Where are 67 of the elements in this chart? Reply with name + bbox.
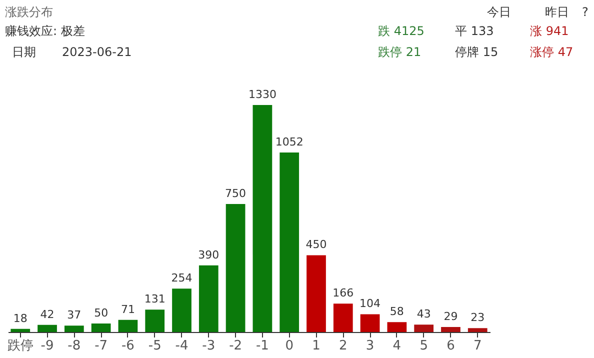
data-label: 29 bbox=[444, 310, 458, 324]
bar bbox=[441, 327, 460, 332]
bar bbox=[145, 310, 165, 332]
x-tick-label: 4 bbox=[392, 338, 402, 354]
text: 涨停 47 bbox=[530, 45, 574, 59]
text: 今日 bbox=[487, 5, 511, 19]
text: ? bbox=[582, 5, 588, 19]
x-tick-label: 2 bbox=[339, 338, 348, 354]
x-tick-label: 1 bbox=[312, 338, 320, 354]
x-tick-label: -1 bbox=[256, 338, 269, 354]
text: 跌 4125 bbox=[378, 24, 424, 38]
data-label: 42 bbox=[40, 308, 54, 321]
x-tick-label: -4 bbox=[175, 338, 188, 354]
bar bbox=[226, 204, 246, 332]
text: 平 133 bbox=[455, 24, 494, 38]
x-tick-label: 跌停 bbox=[7, 338, 34, 354]
x-tick-label: -9 bbox=[40, 338, 54, 354]
bar bbox=[414, 324, 434, 332]
data-label: 50 bbox=[94, 306, 108, 320]
data-label: 37 bbox=[67, 308, 82, 322]
bar bbox=[333, 304, 353, 332]
bar bbox=[91, 323, 111, 332]
bar bbox=[252, 105, 272, 332]
bar bbox=[387, 322, 407, 332]
x-tick-label: -8 bbox=[68, 338, 81, 354]
bar bbox=[360, 314, 380, 332]
data-label: 23 bbox=[470, 311, 485, 324]
chart-title: 涨跌分布 bbox=[5, 5, 53, 19]
x-tick-label: 0 bbox=[285, 338, 294, 354]
x-tick-label: 3 bbox=[366, 338, 374, 354]
data-label: 254 bbox=[171, 272, 192, 285]
x-tick-label: 6 bbox=[446, 338, 455, 354]
text: 停牌 15 bbox=[455, 45, 498, 59]
bar bbox=[468, 328, 488, 332]
x-tick-label: 5 bbox=[420, 338, 428, 354]
data-label: 71 bbox=[120, 302, 135, 316]
data-label: 1052 bbox=[275, 135, 304, 148]
bar bbox=[38, 324, 57, 332]
bar bbox=[306, 255, 326, 332]
text: 2023-06-21 bbox=[62, 45, 132, 59]
x-tick-label: -3 bbox=[202, 338, 216, 354]
x-tick-label: 7 bbox=[473, 338, 482, 354]
data-label: 18 bbox=[13, 312, 28, 325]
text: 昨日 bbox=[545, 5, 569, 19]
data-label: 1330 bbox=[248, 88, 276, 101]
text: 涨 941 bbox=[530, 24, 569, 38]
x-tick-label: -2 bbox=[229, 338, 242, 354]
bar bbox=[198, 265, 218, 332]
bar bbox=[118, 320, 138, 332]
bar bbox=[172, 288, 192, 332]
text: 跌停 21 bbox=[378, 45, 422, 59]
bar bbox=[280, 152, 300, 332]
x-tick-label: -6 bbox=[121, 338, 134, 354]
data-label: 390 bbox=[198, 248, 220, 262]
bar bbox=[64, 326, 84, 332]
data-label: 104 bbox=[360, 297, 381, 310]
data-label: 131 bbox=[144, 292, 166, 306]
bar bbox=[10, 328, 30, 332]
data-label: 43 bbox=[416, 308, 431, 321]
data-label: 58 bbox=[390, 305, 404, 318]
x-tick-label: -5 bbox=[148, 338, 162, 354]
data-label: 750 bbox=[225, 186, 246, 200]
data-label: 450 bbox=[306, 238, 327, 252]
x-tick-label: -7 bbox=[94, 338, 108, 354]
data-label: 166 bbox=[332, 286, 354, 300]
text: 赚钱效应: 极差 bbox=[5, 24, 85, 38]
text: 日期 bbox=[12, 45, 36, 59]
